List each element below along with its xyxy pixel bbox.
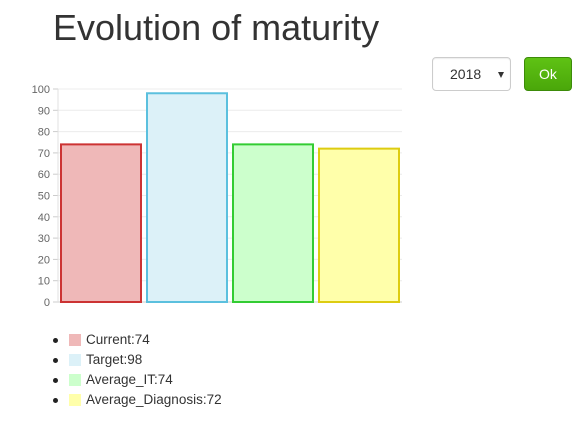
bar-current <box>60 143 142 303</box>
bullet-icon <box>53 358 58 363</box>
y-tick-label: 90 <box>38 105 50 117</box>
y-tick-label: 50 <box>38 191 50 203</box>
chevron-down-icon <box>498 72 504 78</box>
y-tick-label: 20 <box>38 254 50 266</box>
legend-swatch-average-it <box>69 374 81 386</box>
bar-average-diagnosis <box>318 147 400 303</box>
legend-label-average-diagnosis: Average_Diagnosis:72 <box>86 392 222 407</box>
legend-swatch-target <box>69 354 81 366</box>
year-select-value: 2018 <box>450 66 482 82</box>
y-tick-label: 80 <box>38 127 50 139</box>
page-title: Evolution of maturity <box>53 7 380 48</box>
bullet-icon <box>53 398 58 403</box>
bullet-icon <box>53 378 58 383</box>
y-tick-label: 0 <box>44 297 50 309</box>
year-select[interactable]: 2018 <box>432 57 511 91</box>
bar-average-it <box>232 143 314 303</box>
y-tick-label: 70 <box>38 148 50 160</box>
legend-label-target: Target:98 <box>86 352 143 367</box>
ok-button[interactable]: Ok <box>524 57 572 91</box>
y-tick-label: 10 <box>38 276 50 288</box>
legend-swatch-current <box>69 334 81 346</box>
y-tick-label: 40 <box>38 212 50 224</box>
y-tick-label: 30 <box>38 233 50 245</box>
y-tick-label: 100 <box>32 84 50 96</box>
maturity-bar-chart: 0 10 20 30 40 50 60 70 80 90 100 <box>32 84 402 309</box>
legend-swatch-average-diagnosis <box>69 394 81 406</box>
bar-target <box>146 92 228 304</box>
y-tick-label: 60 <box>38 169 50 181</box>
bullet-icon <box>53 338 58 343</box>
legend-label-current: Current:74 <box>86 332 150 347</box>
legend-label-average-it: Average_IT:74 <box>86 372 173 387</box>
